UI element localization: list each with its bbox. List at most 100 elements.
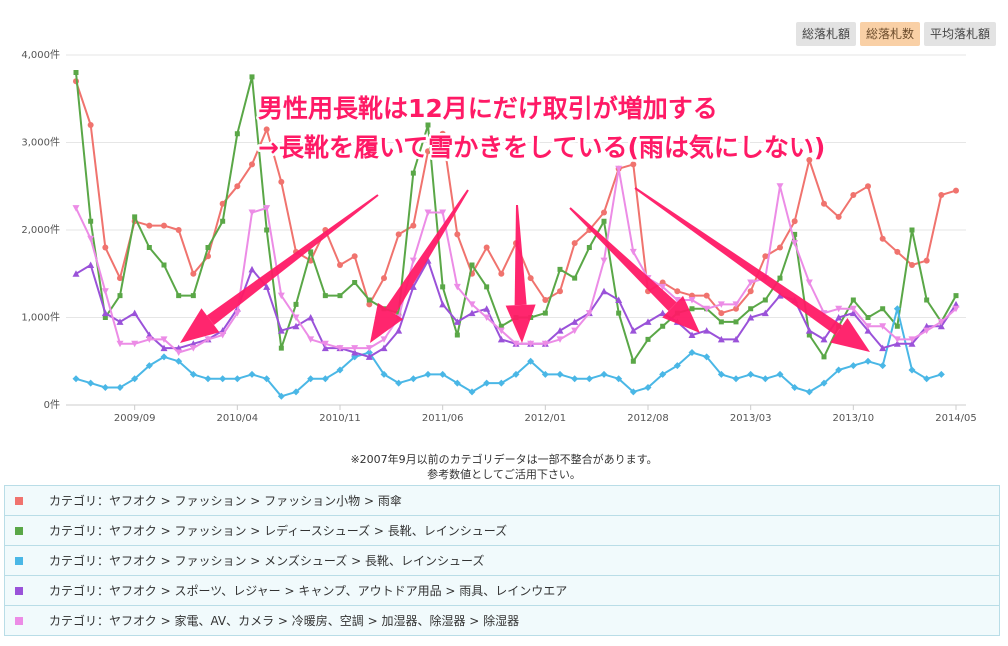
data-point[interactable] — [366, 301, 373, 308]
data-point[interactable] — [541, 340, 549, 348]
data-point[interactable] — [410, 170, 416, 176]
data-point[interactable] — [365, 345, 373, 352]
data-point[interactable] — [292, 314, 300, 322]
data-point[interactable] — [600, 370, 608, 378]
data-point[interactable] — [293, 301, 299, 307]
data-point[interactable] — [880, 306, 886, 312]
data-point[interactable] — [189, 345, 197, 352]
data-point[interactable] — [380, 370, 388, 378]
data-point[interactable] — [908, 340, 916, 347]
data-point[interactable] — [673, 362, 681, 370]
data-point[interactable] — [409, 375, 417, 383]
data-point[interactable] — [117, 275, 123, 282]
data-point[interactable] — [395, 327, 403, 334]
data-point[interactable] — [791, 384, 799, 391]
data-point[interactable] — [835, 213, 842, 220]
data-point[interactable] — [850, 297, 856, 303]
data-point[interactable] — [937, 318, 945, 326]
data-point[interactable] — [483, 244, 490, 251]
data-point[interactable] — [659, 309, 667, 317]
data-point[interactable] — [292, 322, 300, 330]
data-point[interactable] — [381, 275, 387, 282]
data-point[interactable] — [409, 257, 417, 265]
data-point[interactable] — [556, 370, 564, 378]
data-point[interactable] — [453, 283, 461, 291]
data-point[interactable] — [439, 130, 446, 137]
data-point[interactable] — [263, 126, 270, 133]
data-point[interactable] — [116, 384, 124, 391]
data-point[interactable] — [512, 340, 520, 348]
data-point[interactable] — [586, 245, 592, 250]
data-point[interactable] — [87, 122, 94, 128]
data-point[interactable] — [146, 222, 153, 229]
data-point[interactable] — [732, 375, 740, 383]
data-point[interactable] — [190, 293, 196, 299]
data-point[interactable] — [571, 375, 579, 383]
data-point[interactable] — [674, 288, 681, 295]
data-point[interactable] — [468, 309, 476, 317]
data-point[interactable] — [791, 240, 799, 247]
data-point[interactable] — [131, 309, 139, 317]
data-point[interactable] — [762, 297, 768, 303]
data-point[interactable] — [132, 214, 138, 220]
data-point[interactable] — [923, 375, 931, 383]
data-point[interactable] — [923, 257, 930, 264]
data-point[interactable] — [204, 375, 212, 383]
data-point[interactable] — [307, 375, 315, 383]
data-point[interactable] — [805, 388, 813, 396]
data-point[interactable] — [821, 200, 827, 207]
data-point[interactable] — [937, 370, 945, 378]
data-point[interactable] — [277, 327, 285, 334]
data-point[interactable] — [277, 392, 285, 400]
data-point[interactable] — [453, 379, 461, 387]
data-point[interactable] — [219, 375, 227, 383]
data-point[interactable] — [146, 245, 152, 250]
tab-total-amount[interactable]: 総落札額 — [795, 22, 856, 46]
data-point[interactable] — [820, 335, 828, 343]
data-point[interactable] — [424, 370, 432, 378]
legend-row[interactable]: カテゴリ：ヤフオク > 家電、AV、カメラ > 冷暖房、空調 > 加湿器、除湿器… — [4, 605, 1000, 636]
data-point[interactable] — [806, 332, 812, 338]
data-point[interactable] — [835, 305, 843, 313]
data-point[interactable] — [615, 375, 623, 383]
data-point[interactable] — [160, 336, 168, 343]
data-point[interactable] — [116, 318, 124, 325]
data-point[interactable] — [630, 161, 637, 168]
data-point[interactable] — [527, 340, 535, 348]
data-point[interactable] — [601, 209, 607, 216]
data-point[interactable] — [659, 283, 667, 291]
data-point[interactable] — [131, 375, 139, 383]
data-point[interactable] — [483, 314, 491, 322]
data-point[interactable] — [117, 293, 123, 299]
data-point[interactable] — [365, 349, 373, 356]
data-point[interactable] — [88, 218, 94, 224]
data-point[interactable] — [629, 388, 637, 396]
data-point[interactable] — [864, 323, 872, 330]
data-point[interactable] — [278, 345, 284, 351]
data-point[interactable] — [175, 357, 183, 365]
data-point[interactable] — [190, 270, 197, 277]
data-point[interactable] — [248, 209, 256, 217]
data-point[interactable] — [952, 305, 960, 313]
data-point[interactable] — [351, 253, 358, 260]
data-point[interactable] — [747, 370, 755, 378]
data-point[interactable] — [865, 183, 871, 190]
data-point[interactable] — [629, 248, 637, 256]
data-point[interactable] — [160, 344, 168, 352]
data-point[interactable] — [879, 344, 887, 352]
data-point[interactable] — [380, 344, 388, 352]
data-point[interactable] — [703, 353, 711, 361]
data-point[interactable] — [688, 331, 696, 339]
legend-row[interactable]: カテゴリ：ヤフオク > ファッション > レディースシューズ > 長靴、レインシ… — [4, 515, 1000, 546]
data-point[interactable] — [484, 284, 490, 290]
data-point[interactable] — [879, 235, 886, 242]
data-point[interactable] — [645, 336, 651, 342]
data-point[interactable] — [616, 310, 622, 316]
data-point[interactable] — [732, 301, 740, 308]
data-point[interactable] — [571, 240, 578, 247]
data-point[interactable] — [189, 370, 197, 378]
data-point[interactable] — [688, 297, 696, 304]
data-point[interactable] — [703, 292, 710, 299]
data-point[interactable] — [395, 379, 403, 387]
data-point[interactable] — [865, 315, 871, 320]
